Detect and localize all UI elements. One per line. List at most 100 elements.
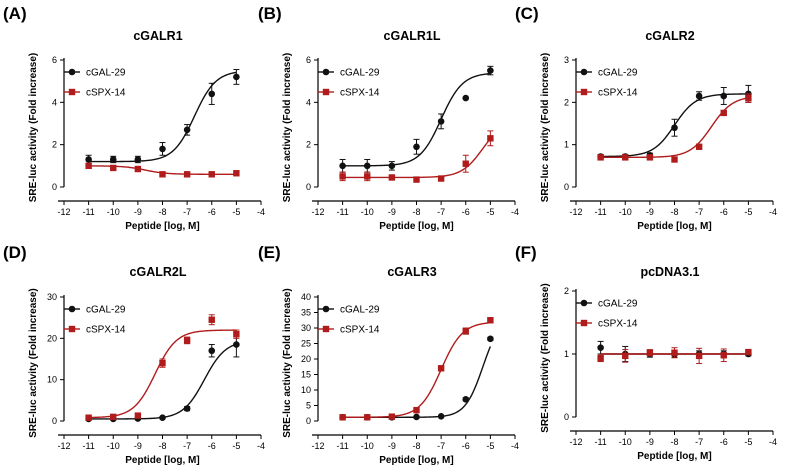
y-axis-label: SRE-luc activity (Fold increase) — [540, 283, 551, 433]
data-point — [159, 414, 166, 421]
data-point — [110, 413, 117, 421]
legend-label: cGAL-29 — [340, 305, 380, 316]
series-cspx-14 — [339, 130, 494, 183]
x-tick-label: -6 — [720, 207, 728, 217]
series-cspx-14 — [85, 162, 240, 178]
data-point — [233, 341, 240, 348]
x-tick-label: -12 — [57, 207, 70, 217]
data-point — [159, 145, 166, 153]
x-tick-label: -8 — [670, 207, 678, 217]
data-point — [233, 170, 240, 177]
y-tick-label: 0 — [564, 412, 569, 422]
data-point — [339, 162, 346, 170]
data-point — [413, 406, 420, 414]
y-tick-label: 25 — [301, 339, 311, 349]
data-point — [183, 337, 191, 344]
data-point — [159, 359, 166, 367]
y-tick-label: 6 — [52, 55, 57, 65]
y-tick-label: 0 — [306, 416, 311, 426]
chart-title: cGALR1 — [133, 29, 182, 43]
y-tick-label: 35 — [301, 308, 311, 318]
data-point — [695, 352, 703, 360]
legend-swatch-marker — [322, 68, 330, 76]
data-point — [110, 164, 117, 172]
y-tick-label: 20 — [47, 333, 57, 343]
x-axis-label: Peptide [log, M] — [637, 221, 711, 232]
data-point — [720, 92, 728, 100]
y-tick-label: 4 — [52, 97, 57, 107]
x-tick-label: -10 — [619, 437, 632, 447]
y-tick-label: 40 — [301, 292, 311, 302]
data-point — [109, 156, 117, 163]
legend-label: cSPX-14 — [86, 325, 126, 336]
panel-letter: (B) — [258, 4, 282, 23]
y-tick-label: 2 — [564, 97, 569, 107]
legend-entry: cSPX-14 — [64, 325, 126, 336]
legend-label: cSPX-14 — [86, 88, 126, 99]
data-point — [413, 413, 420, 421]
data-point — [745, 348, 752, 356]
legend-label: cGAL-29 — [86, 68, 126, 79]
data-point — [413, 176, 420, 183]
chart-panel-1: (A) cGALR1 -12 -11 -10 -9 -8 -7 -6 -5 -4 0 2 4 6 Peptid… — [3, 4, 265, 232]
legend-label: cSPX-14 — [598, 319, 638, 330]
data-point — [437, 118, 445, 125]
data-point — [487, 317, 494, 324]
data-point — [671, 124, 678, 132]
fit-curve — [342, 322, 491, 418]
x-tick-label: -12 — [311, 207, 324, 217]
data-point — [233, 331, 240, 338]
data-point — [720, 109, 727, 117]
data-point — [85, 156, 92, 163]
legend-entry: cSPX-14 — [576, 319, 638, 330]
legend-swatch-marker — [68, 68, 76, 76]
y-tick-label: 0 — [564, 182, 569, 192]
legend-entry: cSPX-14 — [576, 88, 638, 99]
data-point — [183, 171, 191, 178]
x-tick-label: -4 — [257, 207, 265, 217]
y-tick-label: 10 — [301, 385, 311, 395]
x-tick-label: -7 — [183, 441, 191, 451]
y-tick-label: 1 — [564, 349, 569, 359]
x-tick-label: -7 — [695, 437, 703, 447]
data-point — [622, 154, 629, 161]
legend-label: cGAL-29 — [598, 299, 638, 310]
series-cspx-14 — [597, 347, 752, 364]
panel-letter: (C) — [515, 4, 539, 23]
x-tick-label: -4 — [769, 437, 777, 447]
data-point — [85, 414, 92, 421]
chart-panel-3: (C) cGALR2 -12 -11 -10 -9 -8 -7 -6 -5 -4 0 1 2 3 Peptid… — [515, 4, 777, 232]
legend-label: cGAL-29 — [86, 305, 126, 316]
data-point — [159, 171, 166, 178]
legend-label: cGAL-29 — [598, 68, 638, 79]
data-point — [363, 162, 371, 170]
panel-letter: (F) — [515, 243, 537, 262]
x-tick-label: -9 — [388, 207, 396, 217]
panel-letter: (D) — [3, 243, 27, 262]
x-tick-label: -9 — [646, 207, 654, 217]
chart-panel-4: (D) cGALR2L -12 -11 -10 -9 -8 -7 -6 -5 -4 0 10 20 30 Pe… — [3, 243, 265, 466]
y-tick-label: 0 — [306, 182, 311, 192]
legend-label: cSPX-14 — [340, 88, 380, 99]
data-point — [134, 165, 142, 173]
data-point — [597, 154, 604, 161]
y-tick-label: 10 — [47, 375, 57, 385]
legend-entry: cGAL-29 — [318, 305, 380, 316]
x-tick-label: -6 — [208, 441, 216, 451]
chart-panel-5: (E) cGALR3 -12 -11 -10 -9 -8 -7 -6 -5 -4 0 5 10 15 20 25… — [258, 243, 519, 466]
x-tick-label: -12 — [569, 207, 582, 217]
data-point — [487, 335, 494, 343]
x-tick-label: -10 — [361, 207, 374, 217]
series-cspx-14 — [339, 317, 494, 421]
chart-title: cGALR3 — [387, 265, 436, 279]
y-axis-label: SRE-luc activity (Fold increase) — [282, 288, 293, 438]
y-tick-label: 20 — [301, 354, 311, 364]
x-tick-label: -9 — [646, 437, 654, 447]
legend-entry: cGAL-29 — [64, 68, 126, 79]
x-tick-label: -7 — [437, 441, 445, 451]
x-tick-label: -10 — [107, 207, 120, 217]
data-point — [208, 347, 216, 355]
data-point — [134, 412, 142, 419]
data-point — [671, 156, 678, 163]
